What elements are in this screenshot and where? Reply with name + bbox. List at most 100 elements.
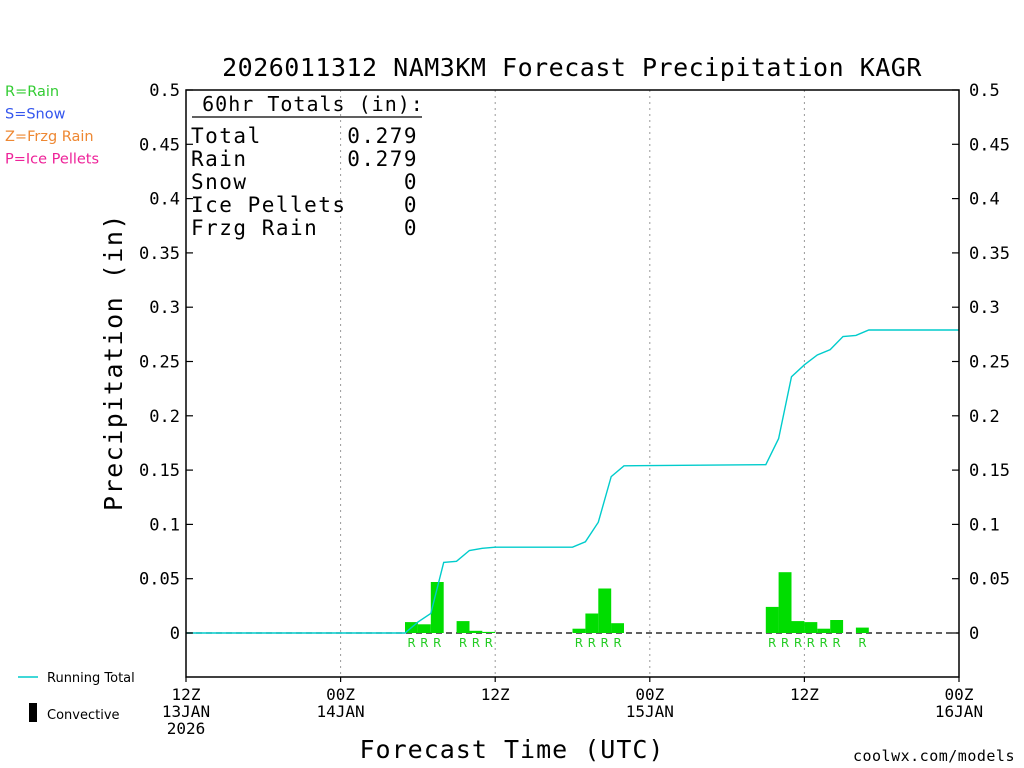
ptype-marker: R [420,636,428,650]
totals-row-value: 0 [404,193,418,217]
x-tick-label: 00Z [945,685,974,704]
running-total-line [186,329,959,634]
precip-bar [482,631,496,633]
ptype-legend-item: R=Rain [5,84,59,100]
totals-row-label: Rain [191,147,248,171]
y-tick-label: 0.15 [969,461,1010,481]
line-legend: Running Total Convective [18,671,135,723]
y-tick-label: 0.15 [139,461,180,481]
x-tick-label: 16JAN [935,702,983,721]
totals-row-value: 0.279 [347,147,418,171]
x-tick-label: 00Z [635,685,664,704]
y-tick-label: 0.5 [149,81,180,101]
precip-bar [572,628,586,633]
y-tick-label: 0.05 [139,570,180,590]
vertical-gridlines [340,90,805,677]
precip-bar [765,606,779,633]
y-axis-label: Precipitation (in) [99,213,128,511]
x-tick-label: 12Z [481,685,510,704]
precip-type-legend: R=Rain S=Snow Z=Frzg Rain P=Ice Pellets [5,84,99,168]
ptype-marker: R [407,636,415,650]
precip-bar [469,630,483,633]
ptype-marker: R [781,636,789,650]
credit-text: coolwx.com/models [853,747,1015,765]
precip-bar [430,582,444,633]
precip-bar [585,613,599,633]
y-tick-label: 0.45 [969,135,1010,155]
ptype-marker: R [807,636,815,650]
x-axis-label: Forecast Time (UTC) [360,735,665,764]
y-tick-label: 0 [170,624,180,644]
y-tick-label: 0.5 [969,81,1000,101]
precip-bar [417,624,431,633]
y-tick-label: 0.25 [969,353,1010,373]
ptype-marker: R [485,636,493,650]
y-tick-label: 0 [969,624,979,644]
hourly-precip-bars [405,572,869,633]
ptype-marker: R [613,636,621,650]
precip-bar [817,628,831,633]
precip-bar [791,621,805,633]
precip-bar [830,620,844,633]
ptype-marker: R [472,636,480,650]
ptype-legend-item: Z=Frzg Rain [5,129,94,145]
x-tick-label: 13JAN [162,702,210,721]
y-tick-label: 0.3 [149,298,180,318]
running-total-legend-label: Running Total [47,671,135,686]
totals-row-label: Snow [191,170,248,194]
x-tick-label: 15JAN [626,702,674,721]
x-tick-label: 00Z [326,685,355,704]
y-tick-label: 0.1 [969,515,1000,535]
precip-bar [598,588,612,633]
ptype-marker: R [794,636,802,650]
ptype-marker: R [588,636,596,650]
ptype-marker: R [601,636,609,650]
y-tick-label: 0.45 [139,135,180,155]
y-axis-right: 0 0.05 0.1 0.15 0.2 0.25 0.3 0.35 0.4 0.45 0.5 [952,81,1010,644]
ptype-marker: R [820,636,828,650]
y-tick-label: 0.3 [969,298,1000,318]
x-tick-label: 12Z [172,685,201,704]
precip-bar [456,621,470,633]
ptype-marker: R [832,636,840,650]
y-tick-label: 0.4 [149,190,180,210]
totals-heading: 60hr Totals (in): [202,92,424,116]
plot-frame [185,89,960,678]
totals-row-label: Ice Pellets [191,193,347,217]
precip-bar [611,623,624,633]
totals-row-value: 0.279 [347,124,418,148]
y-tick-label: 0.1 [149,515,180,535]
ptype-marker: R [575,636,583,650]
chart-title: 2026011312 NAM3KM Forecast Precipitation… [222,53,922,82]
y-tick-label: 0.35 [139,244,180,264]
x-tick-label: 14JAN [317,702,365,721]
ptype-marker: R [858,636,866,650]
y-axis-left: 0 0.05 0.1 0.15 0.2 0.25 0.3 0.35 0.4 0.45 0.5 [139,81,193,644]
ptype-legend-item: P=Ice Pellets [5,152,99,168]
precip-bar [804,622,818,633]
totals-row-label: Total [191,124,262,148]
y-tick-label: 0.05 [969,570,1010,590]
y-tick-label: 0.2 [969,407,1000,427]
totals-row-label: Frzg Rain [191,216,318,240]
ptype-marker: R [433,636,441,650]
ptype-marker: R [768,636,776,650]
totals-row-value: 0 [404,170,418,194]
totals-box: 60hr Totals (in): Total 0.279 Rain 0.279 Sno… [191,92,424,240]
convective-legend-label: Convective [47,708,120,723]
totals-row-value: 0 [404,216,418,240]
ptype-marker: R [459,636,467,650]
y-tick-label: 0.35 [969,244,1010,264]
ptype-legend-item: S=Snow [5,107,66,123]
precip-bar [778,572,792,633]
y-tick-label: 0.4 [969,190,1000,210]
x-tick-label: 2026 [167,719,206,738]
y-tick-label: 0.2 [149,407,180,427]
precip-bar [855,627,869,633]
x-tick-label: 12Z [790,685,819,704]
y-tick-label: 0.25 [139,353,180,373]
convective-legend-swatch [29,703,37,722]
